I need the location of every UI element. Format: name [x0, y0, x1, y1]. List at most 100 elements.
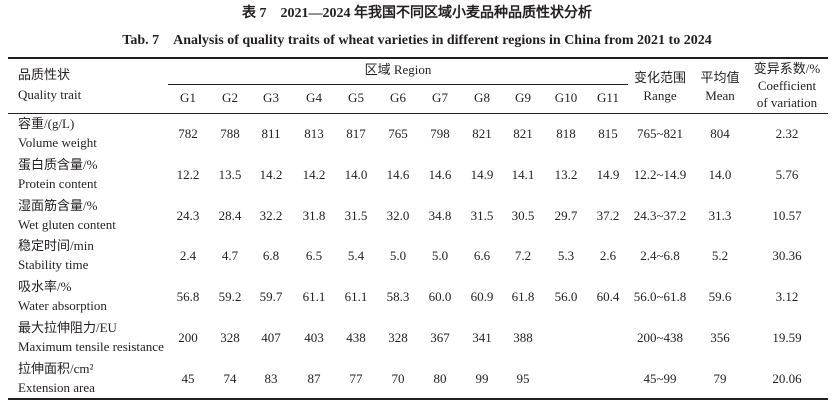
trait-name-zh: 湿面筋含量/%: [18, 197, 98, 213]
cell-mean: 356: [710, 330, 730, 345]
cell-value: 815: [598, 126, 618, 141]
cell-value: 14.9: [596, 166, 620, 182]
cell-value: 61.1: [302, 289, 326, 305]
trait-name-en: Maximum tensile resistance: [18, 339, 164, 354]
top-rule: [8, 57, 828, 59]
cell-value: 70: [391, 370, 405, 386]
cell-value: 341: [472, 330, 492, 345]
title-en: Tab. 7 Analysis of quality traits of whe…: [122, 33, 712, 48]
cell-value: 31.5: [470, 207, 494, 223]
cell-value: 30.5: [511, 207, 535, 223]
cell-cv: 3.12: [775, 289, 799, 305]
header-trait-zh: 品质性状: [18, 67, 71, 82]
trait-name-zh: 拉伸面积/cm²: [18, 360, 94, 376]
trait-name-zh: 吸水率/%: [18, 279, 72, 295]
cell-value: 61.8: [511, 289, 535, 305]
group-label: G8: [474, 90, 490, 105]
cell-value: 45: [181, 370, 195, 386]
cell-value: 403: [304, 330, 324, 345]
cell-value: 5.0: [389, 248, 407, 264]
title-zh: 表 7 2021—2024 年我国不同区域小麦品种品质性状分析: [242, 6, 592, 21]
cell-range: 45~99: [643, 370, 677, 386]
cell-value: 5.4: [347, 248, 365, 264]
cell-value: 13.5: [218, 166, 242, 182]
cell-value: 4.7: [221, 248, 239, 264]
cell-mean: 31.3: [708, 207, 732, 223]
cell-value: 407: [261, 330, 281, 345]
trait-name-en: Wet gluten content: [18, 216, 116, 232]
trait-name-zh: 蛋白质含量/%: [18, 156, 98, 172]
group-label: G3: [263, 90, 279, 105]
cell-value: 6.5: [305, 248, 323, 264]
cell-range: 56.0~61.8: [633, 289, 687, 305]
cell-value: 200: [178, 330, 198, 345]
cell-value: 328: [388, 330, 408, 345]
group-label: G2: [222, 90, 238, 105]
cell-value: 328: [220, 330, 240, 345]
header-mean-en: Mean: [705, 88, 735, 103]
group-label: G5: [348, 90, 364, 105]
cell-value: 2.4: [179, 248, 197, 264]
cell-value: 83: [264, 370, 278, 386]
cell-value: 14.1: [511, 166, 535, 182]
trait-name-zh: 最大拉伸阻力/EU: [18, 320, 117, 335]
trait-name-en: Protein content: [18, 175, 98, 191]
cell-value: 56.0: [554, 289, 578, 305]
cell-value: 28.4: [218, 207, 242, 223]
cell-value: 60.9: [470, 289, 494, 305]
cell-value: 12.2: [176, 166, 200, 182]
cell-value: 798: [430, 126, 450, 141]
cell-value: 59.7: [259, 289, 283, 305]
cell-value: 56.8: [176, 289, 200, 305]
cell-value: 60.4: [596, 289, 620, 305]
cell-value: 37.2: [596, 207, 620, 223]
header-range-zh: 变化范围: [633, 70, 687, 85]
header-region: 区域 Region: [364, 62, 432, 77]
cell-value: 31.8: [302, 207, 326, 223]
cell-value: 74: [223, 370, 237, 386]
cell-value: 34.8: [428, 207, 452, 223]
cell-mean: 804: [710, 126, 730, 141]
bottom-rule: [8, 398, 828, 400]
trait-name-zh: 容重/(g/L): [18, 116, 75, 131]
header-range-en: Range: [643, 88, 677, 103]
cell-value: 29.7: [554, 207, 578, 223]
cell-value: 58.3: [386, 289, 410, 305]
cell-range: 200~438: [636, 330, 684, 345]
group-label: G10: [554, 90, 578, 105]
cell-cv: 30.36: [772, 248, 802, 264]
cell-cv: 20.06: [772, 370, 802, 386]
cell-value: 99: [475, 370, 489, 386]
cell-value: 14.6: [386, 166, 410, 182]
cell-value: 388: [513, 330, 533, 345]
cell-value: 821: [472, 126, 492, 141]
cell-value: 2.6: [599, 248, 617, 264]
cell-value: 77: [349, 370, 363, 386]
cell-value: 31.5: [344, 207, 368, 223]
cell-value: 24.3: [176, 207, 200, 223]
group-label: G7: [432, 90, 448, 105]
cell-value: 818: [556, 126, 576, 141]
trait-name-zh: 稳定时间/min: [18, 238, 94, 254]
cell-value: 438: [346, 330, 366, 345]
cell-value: 32.2: [259, 207, 283, 223]
cell-value: 14.9: [470, 166, 494, 182]
cell-value: 788: [220, 126, 240, 141]
cell-value: 14.6: [428, 166, 452, 182]
header-cv-en-1: Coefficient: [757, 78, 817, 93]
cell-value: 782: [178, 126, 198, 141]
group-label: G4: [306, 90, 322, 105]
group-label: G6: [390, 90, 406, 105]
cell-value: 6.8: [262, 248, 280, 264]
cell-value: 811: [261, 126, 281, 141]
cell-value: 87: [307, 370, 321, 386]
cell-value: 817: [346, 126, 366, 141]
cell-value: 13.2: [554, 166, 578, 182]
cell-value: 5.3: [557, 248, 575, 264]
cell-value: 367: [430, 330, 450, 345]
cell-value: 7.2: [514, 248, 532, 264]
cell-value: 32.0: [386, 207, 410, 223]
header-mean-zh: 平均值: [700, 70, 740, 85]
cell-value: 61.1: [344, 289, 368, 305]
